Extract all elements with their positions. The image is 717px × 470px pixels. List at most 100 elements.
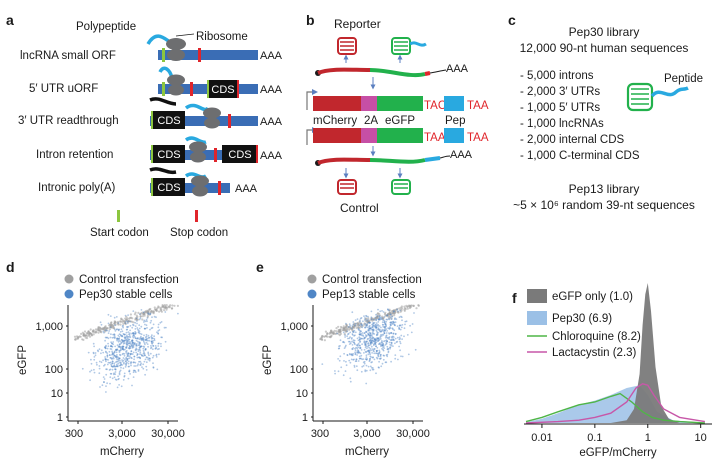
scatter-point (321, 363, 324, 365)
scatter-point (367, 344, 370, 347)
scatter-point (364, 343, 367, 345)
scatter-point (368, 335, 371, 337)
row-intronic-polya: Intronic poly(A) CDS AAA (38, 167, 258, 197)
scatter-point (356, 351, 359, 354)
scatter-point (144, 320, 147, 323)
scatter-point (355, 360, 358, 362)
scatter-point (152, 366, 155, 369)
scatter-point (371, 368, 374, 371)
scatter-point (145, 339, 148, 342)
x-tick: 300 (311, 428, 329, 440)
scatter-point (380, 365, 383, 368)
scatter-point (148, 359, 151, 362)
scatter-point (367, 353, 370, 356)
scatter-point (118, 357, 121, 360)
row-readthrough: 3′ UTR readthrough CDS AAA (18, 97, 283, 129)
scatter-point (390, 343, 393, 345)
scatter-point (105, 358, 108, 361)
scatter-point (143, 351, 146, 354)
scatter-point (364, 350, 367, 353)
panel-d: d Control transfection Pep30 stable cell… (6, 259, 185, 458)
scatter-point (376, 340, 379, 342)
scatter-point (364, 334, 367, 336)
scatter-point (121, 348, 124, 350)
scatter-point (361, 324, 363, 326)
scatter-point (106, 368, 108, 371)
scatter-point (111, 365, 114, 368)
scatter-point (374, 343, 377, 345)
scatter-point (350, 353, 353, 356)
scatter-point (118, 364, 121, 367)
scatter-point (345, 360, 347, 363)
scatter-point (385, 332, 388, 334)
scatter-point (354, 347, 356, 350)
scatter-point (400, 334, 403, 337)
scatter-point (104, 350, 107, 353)
scatter-point (177, 312, 179, 315)
scatter-point (114, 336, 116, 339)
scatter-point (134, 333, 137, 335)
scatter-point (130, 350, 133, 353)
scatter-point (138, 348, 141, 350)
scatter-point (349, 324, 351, 327)
scatter-point (367, 328, 370, 331)
scatter-point (370, 327, 372, 330)
scatter-point (127, 362, 130, 365)
scatter-point (388, 333, 391, 335)
scatter-point (352, 341, 355, 343)
scatter-point (107, 345, 110, 348)
scatter-point (100, 349, 103, 352)
scatter-point (124, 317, 127, 320)
ribosome-large (192, 185, 208, 197)
scatter-point (123, 342, 126, 345)
scatter-point (345, 322, 347, 325)
scatter-point (139, 346, 142, 349)
scatter-point (385, 325, 387, 328)
scatter-point (157, 333, 160, 335)
scatter-point (401, 355, 404, 358)
ribosome-label: Ribosome (196, 31, 248, 43)
scatter-point (103, 381, 105, 383)
scatter-point (139, 313, 141, 316)
scatter-point (156, 368, 159, 371)
scatter-point (119, 369, 122, 372)
scatter-point (351, 337, 353, 339)
scatter-point (367, 319, 370, 322)
scatter-point (372, 332, 375, 335)
scatter-point (108, 369, 111, 371)
legend-stable: Pep30 stable cells (79, 289, 173, 301)
scatter-point (374, 339, 377, 341)
scatter-point (351, 353, 353, 356)
scatter-point (126, 337, 129, 340)
scatter-point (126, 340, 128, 343)
scatter-point (115, 348, 117, 351)
scatter-point (160, 336, 163, 339)
scatter-point (127, 352, 130, 355)
start-codon-swatch (117, 210, 120, 222)
scatter-point (114, 355, 116, 357)
legend-label: Chloroquine (8.2) (552, 331, 641, 343)
reporter-construct: TAC TAA (306, 89, 489, 112)
scatter-point (343, 347, 346, 349)
scatter-point (145, 361, 148, 364)
scatter-point (128, 370, 131, 373)
x-tick: 30,000 (396, 428, 430, 440)
mrna-bar (150, 183, 230, 193)
scatter-point (114, 356, 117, 358)
scatter-point (132, 333, 135, 336)
scatter-point (106, 356, 109, 358)
scatter-point (130, 345, 133, 347)
scatter-point (125, 338, 128, 341)
scatter-point (329, 336, 332, 339)
scatter-point (352, 339, 355, 342)
scatter-point (163, 326, 166, 329)
scatter-point (121, 341, 124, 343)
scatter-point (396, 336, 399, 339)
scatter-point (148, 354, 150, 357)
scatter-point (144, 348, 147, 351)
scatter-point (126, 340, 129, 342)
scatter-point (381, 328, 384, 331)
scatter-point (382, 325, 385, 328)
scatter-point (382, 344, 385, 346)
scatter-point (137, 370, 140, 372)
